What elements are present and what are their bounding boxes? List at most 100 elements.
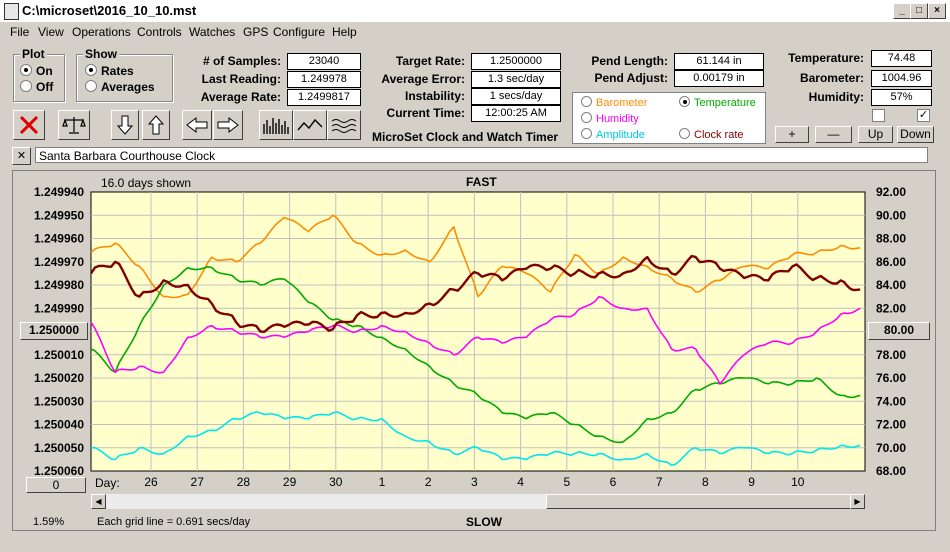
pend-length-field: 61.144 in <box>674 53 764 70</box>
show-averages-label: Averages <box>101 80 155 94</box>
legend-amplitude[interactable]: Amplitude <box>581 128 645 141</box>
show-group-title: Show <box>83 47 119 61</box>
legend-barometer-label: Barometer <box>596 97 648 109</box>
menu-configure[interactable]: Configure <box>273 25 326 39</box>
clear-clock-button[interactable]: ✕ <box>12 147 31 165</box>
menu-watches[interactable]: Watches <box>189 25 236 39</box>
instability-field: 1 secs/day <box>471 88 561 105</box>
stop-button[interactable] <box>13 110 45 140</box>
x-tick-label: 3 <box>471 475 478 489</box>
balance-scale-icon <box>62 117 86 134</box>
right-center-value-button[interactable]: 80.00 <box>868 322 930 340</box>
app-caption: MicroSet Clock and Watch Timer <box>372 130 559 144</box>
right-tick-label: 70.00 <box>876 441 906 455</box>
arrow-right-icon <box>217 116 239 134</box>
radio-icon <box>581 112 592 123</box>
up-arrow-button[interactable] <box>142 110 170 140</box>
plus-button[interactable]: + <box>775 126 809 143</box>
maximize-button[interactable]: □ <box>910 3 928 19</box>
right-tick-label: 78.00 <box>876 348 906 362</box>
legend-barometer[interactable]: Barometer <box>581 96 647 109</box>
right-checkbox[interactable]: ✓ <box>917 109 930 122</box>
offset-button[interactable]: 0 <box>26 477 86 493</box>
current-time-label: Current Time: <box>386 106 465 120</box>
x-tick-label: 29 <box>283 475 297 489</box>
x-tick-label: 2 <box>425 475 432 489</box>
right-arrow-button[interactable] <box>213 110 243 140</box>
right-axis: 92.00 90.00 88.00 86.00 84.00 82.00 78.00 76.00… <box>876 185 906 478</box>
arrow-left-icon <box>186 116 208 134</box>
series-line-clock-rate <box>90 254 861 333</box>
left-tick-label: 1.250020 <box>34 371 84 385</box>
legend-clock-rate[interactable]: Clock rate <box>679 128 744 141</box>
balance-button[interactable] <box>58 110 90 140</box>
average-error-label: Average Error: <box>381 72 465 86</box>
down-arrow-button[interactable] <box>111 110 139 140</box>
menu-file[interactable]: File <box>10 25 30 39</box>
wave-button[interactable] <box>327 110 361 140</box>
current-time-field: 12:00:25 AM <box>471 105 561 122</box>
series-line-barometer <box>90 214 861 299</box>
legend-temperature[interactable]: Temperature <box>679 96 756 109</box>
line-graph-icon <box>297 118 323 131</box>
show-rates-radio[interactable]: Rates <box>85 64 134 78</box>
humidity-field: 57% <box>871 89 932 106</box>
up-button[interactable]: Up <box>858 126 893 143</box>
center-value-button[interactable]: 1.250000 <box>20 322 88 340</box>
left-tick-label: 1.249960 <box>34 232 84 246</box>
right-tick-label: 92.00 <box>876 185 906 199</box>
legend-humidity[interactable]: Humidity <box>581 112 639 125</box>
menu-controls[interactable]: Controls <box>137 25 182 39</box>
red-x-icon <box>19 115 39 135</box>
right-tick-label: 88.00 <box>876 232 906 246</box>
pend-length-label: Pend Length: <box>591 54 668 68</box>
last-reading-label: Last Reading: <box>201 72 281 86</box>
menu-help[interactable]: Help <box>332 25 357 39</box>
plot-on-radio[interactable]: On <box>20 64 53 78</box>
close-window-button[interactable]: × <box>928 3 946 19</box>
line-graph-button[interactable] <box>293 110 327 140</box>
radio-icon <box>581 128 592 139</box>
scroll-thumb[interactable] <box>546 494 853 509</box>
day-label: Day: <box>95 476 120 490</box>
minus-button[interactable]: — <box>815 126 852 143</box>
percent-label: 1.59% <box>33 516 65 528</box>
plot-on-label: On <box>36 64 53 78</box>
left-tick-label: 1.250060 <box>34 464 84 478</box>
menu-operations[interactable]: Operations <box>72 25 131 39</box>
down-button[interactable]: Down <box>897 126 934 143</box>
chart-scrollbar[interactable]: ◀ ▶ <box>91 494 865 509</box>
average-rate-label: Average Rate: <box>200 90 281 104</box>
show-rates-label: Rates <box>101 64 134 78</box>
clock-name-field[interactable]: Santa Barbara Courthouse Clock <box>35 147 928 163</box>
show-averages-radio[interactable]: Averages <box>85 80 155 94</box>
right-tick-label: 86.00 <box>876 255 906 269</box>
left-arrow-button[interactable] <box>182 110 212 140</box>
x-tick-label: 6 <box>610 475 617 489</box>
x-axis: 26 27 28 29 30 1 2 3 4 5 6 7 8 9 10 <box>144 475 804 489</box>
left-checkbox[interactable] <box>872 109 885 122</box>
x-tick-label: 30 <box>329 475 343 489</box>
legend-clock-rate-label: Clock rate <box>694 129 744 141</box>
title-bar: C:\microset\2016_10_10.mst _ □ × <box>0 0 950 23</box>
slow-label: SLOW <box>466 515 502 529</box>
scroll-right-icon[interactable]: ▶ <box>850 494 865 509</box>
x-tick-label: 5 <box>563 475 570 489</box>
humidity-label: Humidity: <box>808 90 864 104</box>
menu-gps[interactable]: GPS <box>243 25 269 39</box>
x-tick-label: 28 <box>237 475 251 489</box>
left-axis: 1.249940 1.249950 1.249960 1.249970 1.249980… <box>34 185 84 478</box>
plot-off-radio[interactable]: Off <box>20 80 53 94</box>
series-legend: Barometer Temperature Humidity Amplitude… <box>572 92 766 144</box>
histogram-button[interactable] <box>259 110 293 140</box>
plot-off-label: Off <box>36 80 54 94</box>
days-shown-label: 16.0 days shown <box>101 176 192 190</box>
menu-bar: File View Operations Controls Watches GP… <box>0 22 950 42</box>
target-rate-label: Target Rate: <box>395 54 465 68</box>
series-line-temperature <box>90 266 861 444</box>
legend-humidity-label: Humidity <box>596 113 639 125</box>
radio-selected-icon <box>85 64 97 76</box>
menu-view[interactable]: View <box>38 25 64 39</box>
barometer-label: Barometer: <box>799 71 864 85</box>
scroll-left-icon[interactable]: ◀ <box>91 494 106 509</box>
